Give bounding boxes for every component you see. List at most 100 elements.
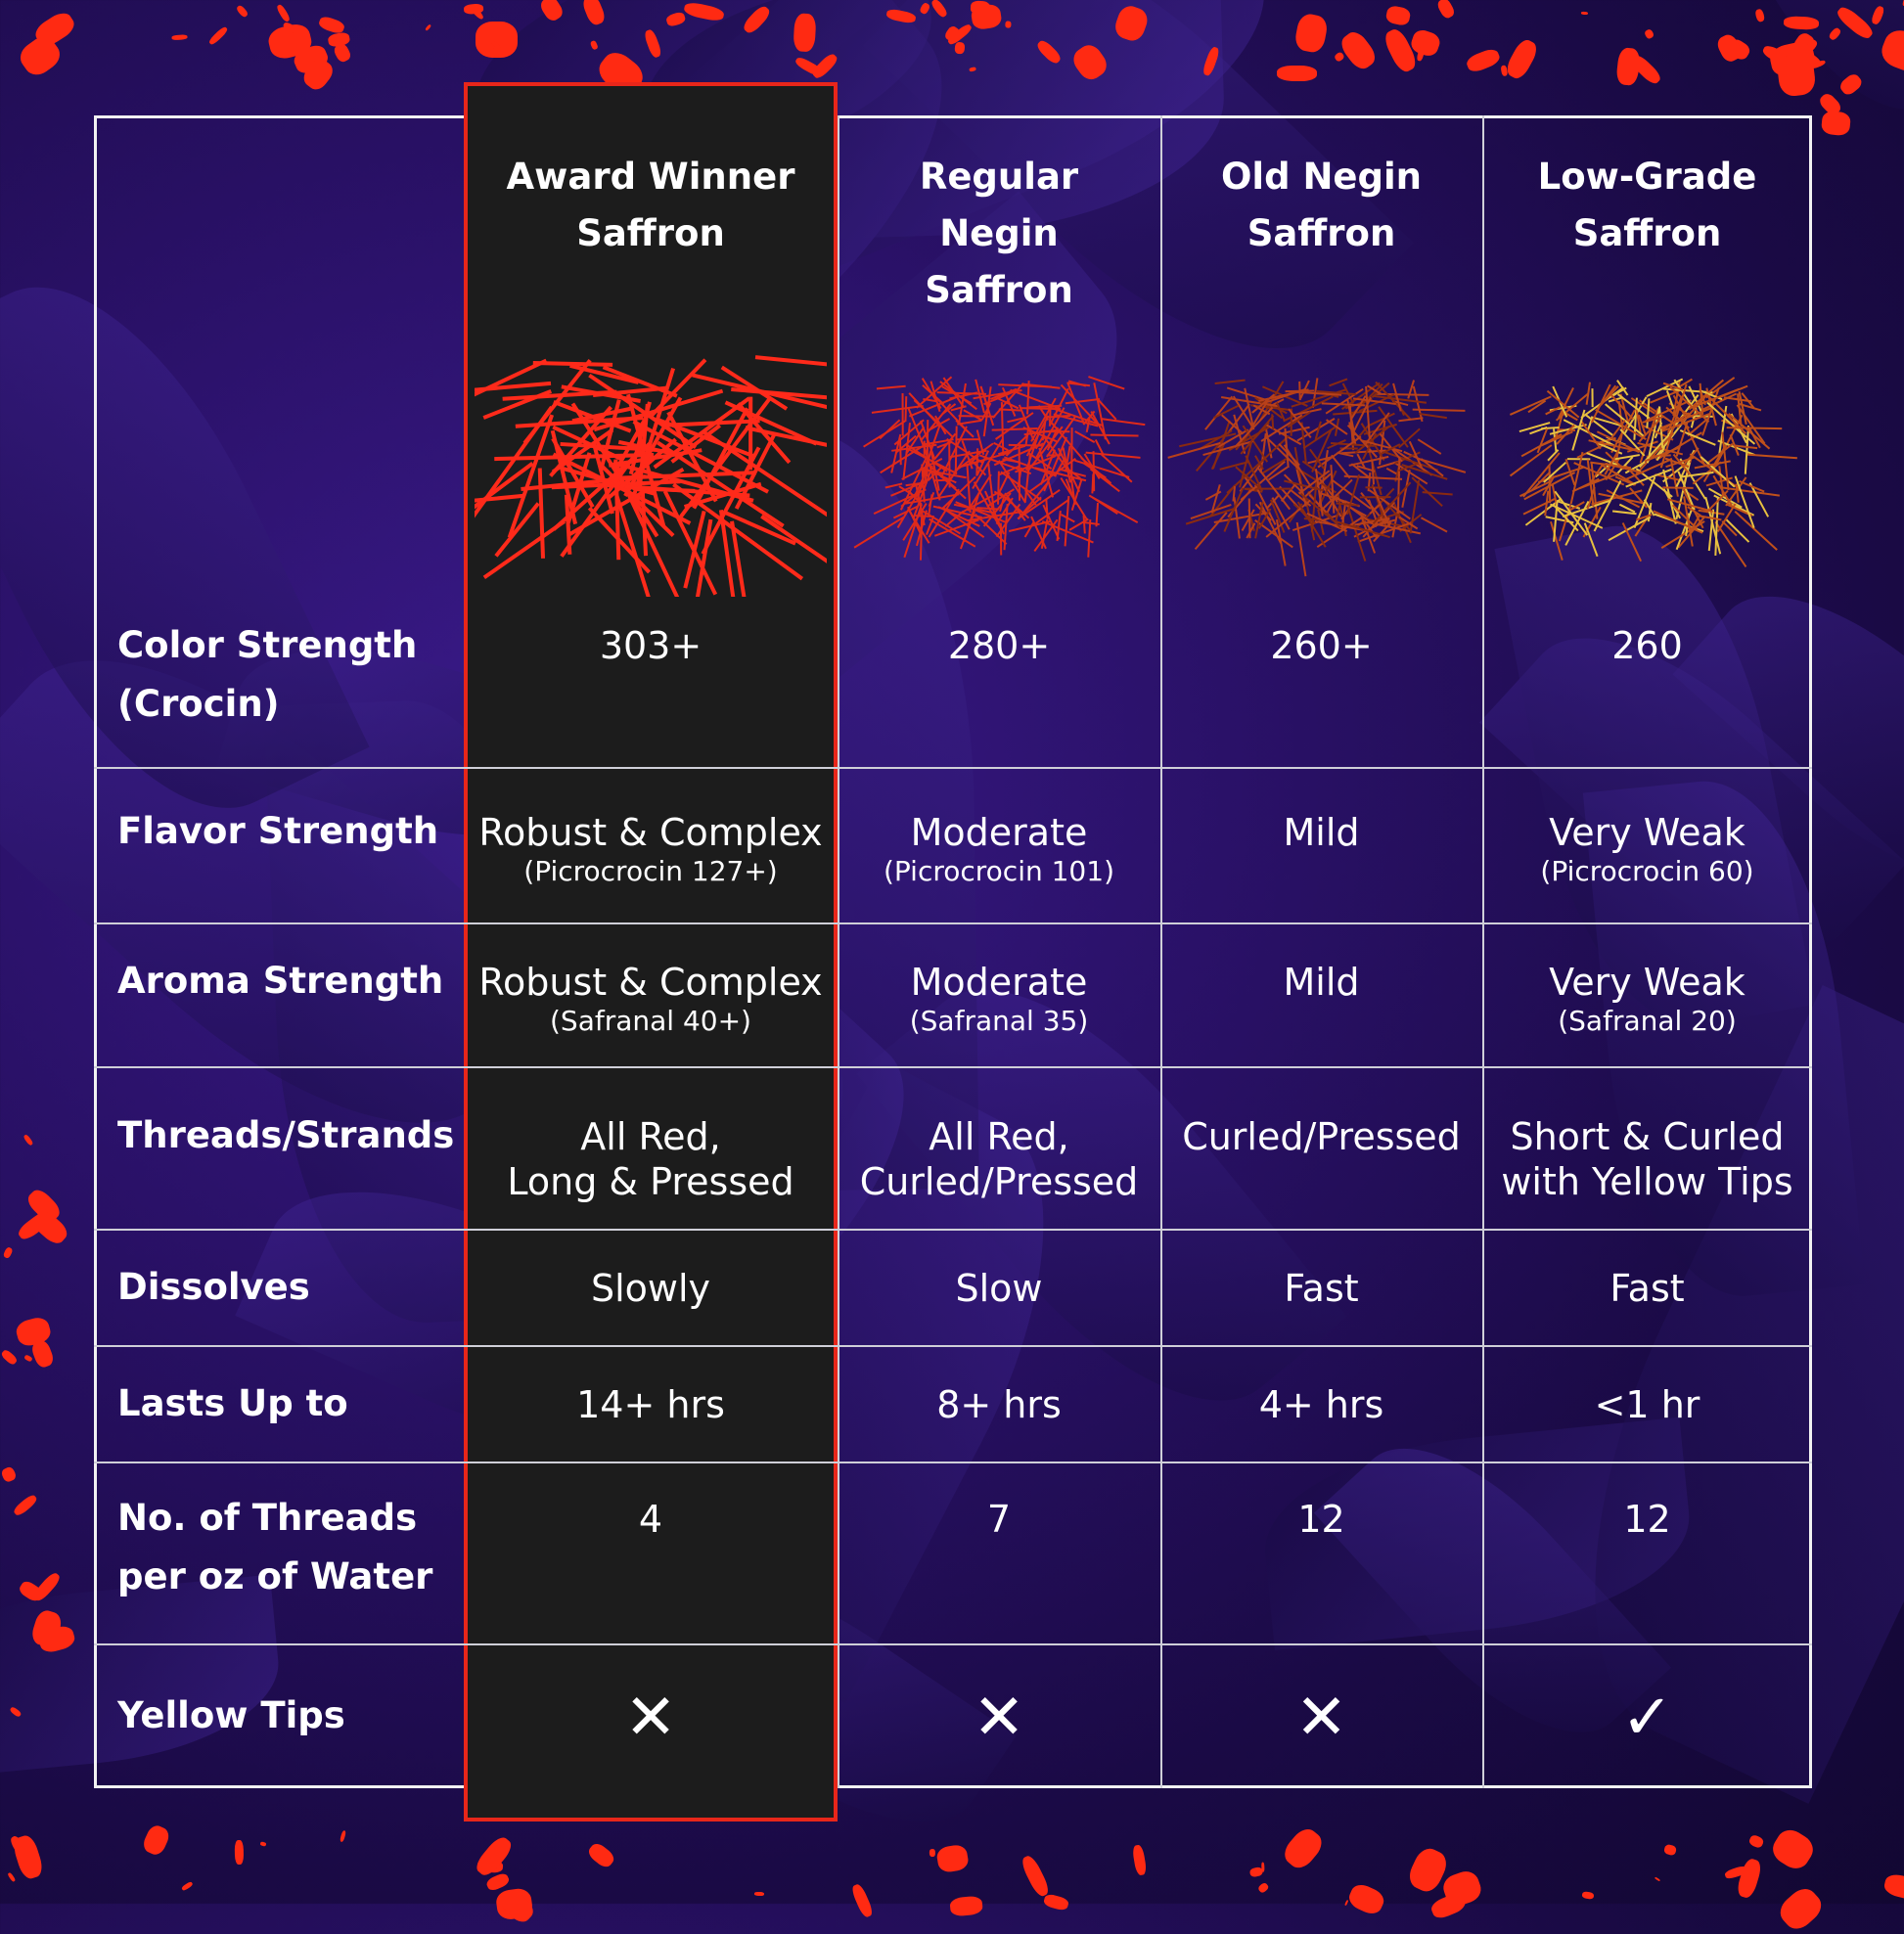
saffron-thread (1647, 398, 1649, 427)
column-title-line: Saffron (1573, 205, 1722, 262)
saffron-thread (1726, 427, 1782, 428)
saffron-thread (1419, 414, 1446, 418)
column-title-line: Low-Grade (1538, 149, 1757, 205)
paint-splatter (1384, 5, 1411, 27)
paint-splatter (1005, 21, 1011, 27)
paint-splatter (1344, 1900, 1349, 1907)
saffron-thread (1058, 511, 1061, 541)
cell-value: Mild (1283, 960, 1359, 1005)
row-label-line: Threads/Strands (117, 1106, 454, 1165)
saffron-thread (665, 421, 759, 425)
table-cell: 8+ hrs (838, 1382, 1160, 1427)
saffron-thread (1375, 394, 1428, 395)
paint-splatter (1775, 1883, 1827, 1934)
saffron-thread (1065, 399, 1100, 403)
column-divider (460, 115, 462, 1788)
saffron-thread (1088, 377, 1124, 389)
saffron-thread (1408, 381, 1414, 399)
paint-splatter (1429, 1891, 1468, 1921)
paint-splatter (935, 1844, 970, 1874)
cell-value-line2: Curled/Pressed (860, 1159, 1139, 1204)
cell-value: 303+ (600, 623, 702, 668)
paint-splatter (1663, 1844, 1677, 1857)
saffron-thread (1351, 464, 1369, 477)
cell-value: Very Weak (1549, 960, 1745, 1005)
table-cell: ✕ (838, 1687, 1160, 1749)
row-divider (94, 1462, 1812, 1463)
paint-splatter (1409, 27, 1442, 58)
paint-splatter (949, 1895, 983, 1916)
cell-value: Curled/Pressed (1182, 1114, 1461, 1159)
paint-splatter (1581, 12, 1589, 15)
paint-splatter (1644, 28, 1655, 40)
paint-splatter (3, 1246, 14, 1259)
paint-splatter (1465, 46, 1502, 73)
saffron-thread (1205, 491, 1221, 499)
saffron-thread (905, 396, 906, 422)
paint-splatter (1436, 0, 1457, 20)
saffron-thread (900, 440, 901, 465)
saffron-thread (1195, 513, 1226, 550)
check-icon: ✓ (1621, 1687, 1674, 1749)
row-label: Aroma Strength (117, 952, 443, 1011)
saffron-thread (1393, 383, 1401, 411)
table-cell: Very Weak(Picrocrocin 60) (1482, 810, 1812, 888)
saffron-thread (976, 508, 998, 509)
table-cell: Moderate(Picrocrocin 101) (838, 810, 1160, 888)
saffron-thread (1084, 516, 1085, 534)
paint-splatter (1783, 16, 1819, 30)
saffron-thread (881, 444, 927, 472)
saffron-thread (1551, 521, 1563, 560)
table-cell: Moderate(Safranal 35) (838, 960, 1160, 1038)
saffron-thread (1418, 439, 1441, 454)
saffron-thread (1075, 431, 1095, 442)
row-label-line: Yellow Tips (117, 1687, 345, 1745)
paint-splatter (340, 1830, 347, 1843)
saffron-thread (959, 383, 966, 425)
x-icon: ✕ (624, 1687, 677, 1749)
saffron-thread (967, 464, 970, 513)
cell-subvalue: (Picrocrocin 60) (1540, 855, 1753, 888)
row-label-line: No. of Threads (117, 1489, 432, 1548)
paint-splatter (971, 0, 990, 15)
paint-splatter (23, 1355, 32, 1363)
cell-value: <1 hr (1595, 1382, 1700, 1427)
paint-splatter (327, 31, 350, 48)
paint-splatter (29, 1207, 70, 1247)
table-cell: 303+ (464, 623, 838, 668)
paint-splatter (172, 35, 188, 41)
table-cell: Curled/Pressed (1160, 1114, 1482, 1159)
cell-subvalue: (Safranal 35) (910, 1005, 1089, 1038)
paint-splatter (1768, 1824, 1819, 1873)
table-cell: Mild (1160, 810, 1482, 855)
saffron-thread (957, 421, 981, 425)
row-label-line: per oz of Water (117, 1548, 432, 1606)
saffron-thread (1722, 488, 1779, 496)
saffron-thread (1266, 438, 1298, 470)
saffron-thread (1545, 407, 1560, 414)
cell-value: 280+ (948, 623, 1050, 668)
saffron-thread (854, 517, 904, 548)
cell-value: 7 (987, 1497, 1011, 1542)
saffron-image (1146, 293, 1498, 607)
paint-splatter (1655, 1876, 1660, 1881)
saffron-thread (1735, 512, 1777, 550)
saffron-thread (1655, 474, 1682, 480)
row-label: Lasts Up to (117, 1374, 348, 1433)
cell-value: Robust & Complex (478, 810, 822, 855)
table-cell: Slowly (464, 1266, 838, 1311)
x-icon: ✕ (1295, 1687, 1348, 1749)
saffron-thread (1101, 419, 1145, 425)
table-cell: 4+ hrs (1160, 1382, 1482, 1427)
table-cell: ✕ (464, 1687, 838, 1749)
table-cell: Fast (1482, 1266, 1812, 1311)
cell-value: 4 (639, 1497, 662, 1542)
paint-splatter (1754, 8, 1765, 22)
table-cell: Slow (838, 1266, 1160, 1311)
saffron-thread (1746, 455, 1796, 459)
paint-splatter (181, 1881, 194, 1892)
row-label-line: Color Strength (117, 616, 417, 675)
